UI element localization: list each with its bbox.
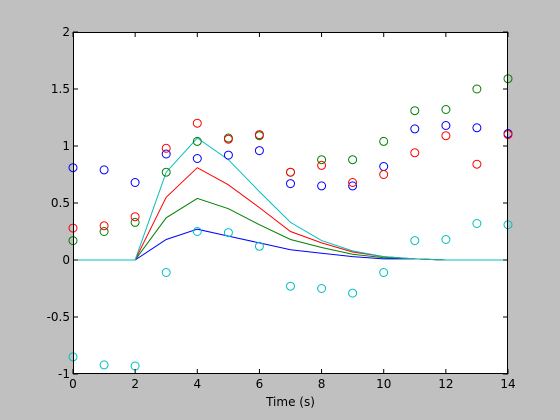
x-tick-label: 14 <box>500 377 515 391</box>
data-point <box>441 131 451 141</box>
data-point <box>286 167 295 177</box>
data-point <box>286 179 295 189</box>
data-point <box>130 178 140 187</box>
data-point <box>472 123 482 133</box>
data-point <box>348 181 358 191</box>
x-tick-label: 0 <box>69 377 77 391</box>
data-point <box>99 221 109 231</box>
y-tick-label: 2 <box>62 25 70 39</box>
data-point <box>99 227 109 236</box>
x-tick-label: 10 <box>376 377 391 391</box>
data-point <box>379 170 389 179</box>
data-point <box>223 150 233 160</box>
ticks-layer: 0 2 4 6 8 10 12 14 -1 -0.5 0 0.5 1 1.5 2 <box>47 25 516 391</box>
y-tick-label: 0.5 <box>51 196 70 210</box>
y-tick-label: 0 <box>62 253 70 267</box>
plot-area <box>73 32 508 374</box>
data-point <box>192 227 202 236</box>
x-axis-label: Time (s) <box>265 395 315 409</box>
data-point <box>379 136 389 146</box>
data-point <box>161 149 171 159</box>
data-point <box>192 136 202 146</box>
data-point <box>161 143 171 153</box>
y-tick-label: 1.5 <box>51 82 70 96</box>
y-tick-label: -1 <box>58 367 70 381</box>
data-point <box>472 84 482 94</box>
data-point <box>254 241 264 251</box>
data-point <box>410 236 420 246</box>
data-point <box>348 288 358 298</box>
y-tick-label: 1 <box>62 139 70 153</box>
data-point <box>472 219 482 228</box>
data-point <box>441 105 451 114</box>
data-point <box>410 124 420 134</box>
data-point <box>130 212 140 222</box>
x-tick-label: 12 <box>438 377 453 391</box>
data-point <box>317 181 327 191</box>
data-point <box>99 165 109 175</box>
data-point <box>161 268 171 277</box>
data-point <box>410 106 420 116</box>
data-point <box>348 178 358 187</box>
data-point <box>223 134 233 144</box>
data-point <box>441 121 451 130</box>
data-point <box>254 146 264 156</box>
series-layer <box>68 74 513 371</box>
x-tick-label: 8 <box>318 377 326 391</box>
data-point <box>286 281 295 291</box>
data-point <box>317 284 327 293</box>
data-point <box>348 155 358 165</box>
data-point <box>130 217 140 227</box>
data-point <box>192 154 202 163</box>
data-point <box>472 159 482 169</box>
data-point <box>161 167 171 177</box>
data-point <box>254 130 264 140</box>
series-line-3 <box>73 137 508 261</box>
data-point <box>379 268 389 277</box>
x-tick-label: 4 <box>193 377 201 391</box>
x-tick-label: 2 <box>131 377 139 391</box>
data-point <box>317 160 327 170</box>
y-tick-label: -0.5 <box>47 310 70 324</box>
data-point <box>317 155 327 165</box>
data-point <box>410 148 420 158</box>
data-point <box>99 360 109 370</box>
data-point <box>223 228 233 238</box>
data-point <box>441 235 451 244</box>
data-point <box>192 118 202 128</box>
x-tick-label: 6 <box>256 377 264 391</box>
